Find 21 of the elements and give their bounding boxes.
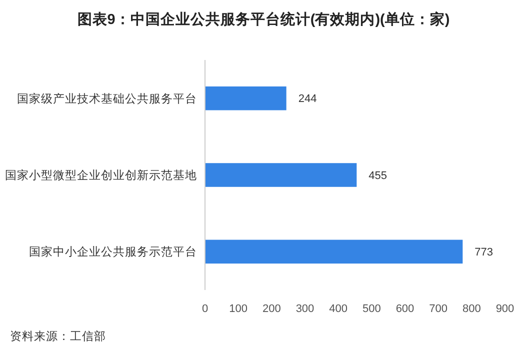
data-label: 773 <box>474 246 494 259</box>
y-tick-label: 国家中小企业公共服务示范平台 <box>29 244 197 259</box>
x-tick-label: 0 <box>202 303 208 315</box>
x-tick-label: 400 <box>329 303 348 315</box>
data-label: 455 <box>368 170 388 182</box>
x-tick-label: 700 <box>429 303 448 315</box>
x-tick-label: 300 <box>296 303 314 315</box>
x-tick-label: 500 <box>362 303 381 315</box>
bar <box>205 240 463 264</box>
x-tick-label: 200 <box>262 303 281 315</box>
text: 资料来源：工信部 <box>10 329 106 343</box>
x-tick-label: 100 <box>229 303 248 315</box>
bar <box>205 163 357 187</box>
x-tick-label: 800 <box>462 303 481 315</box>
data-label: 244 <box>298 93 317 106</box>
bar <box>205 86 286 110</box>
y-tick-label: 国家级产业技术基础公共服务平台 <box>17 91 197 106</box>
y-tick-label: 国家小型微型企业创业创新示范基地 <box>5 168 197 182</box>
x-tick-label: 600 <box>396 303 414 315</box>
chart-title: 图表9：中国企业公共服务平台统计(有效期内)(单位：家) <box>77 10 450 28</box>
x-tick-label: 900 <box>496 303 514 315</box>
